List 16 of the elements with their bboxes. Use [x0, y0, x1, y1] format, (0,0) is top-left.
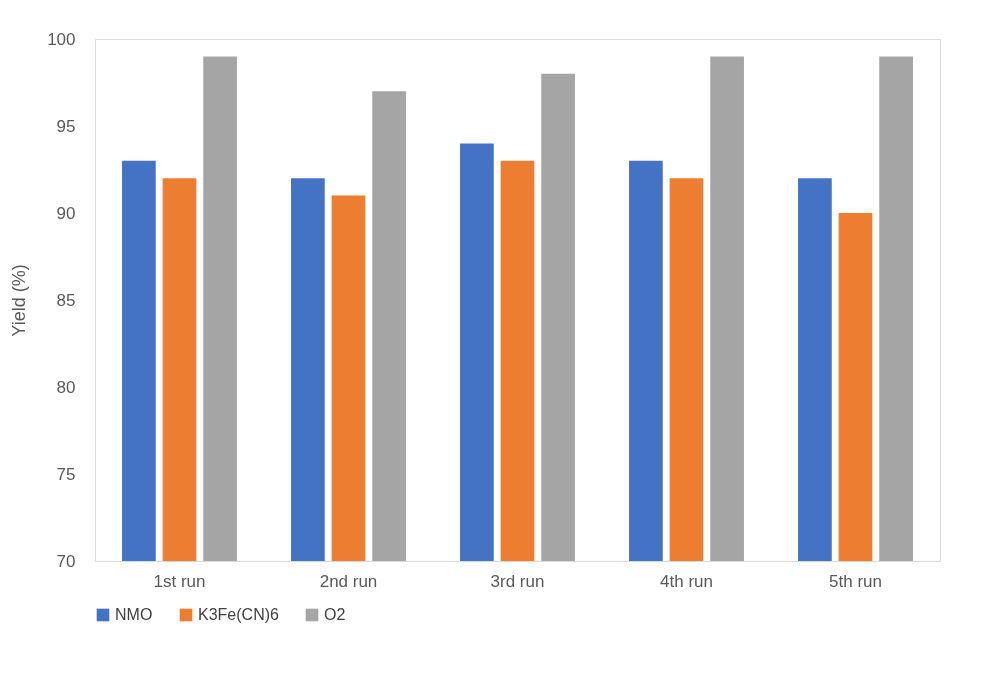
x-tick-label: 5th run: [829, 571, 882, 591]
y-axis-title: Yield (%): [9, 264, 30, 337]
y-tick-label: 85: [56, 290, 76, 310]
x-tick-label: 2nd run: [319, 571, 378, 591]
legend-label: O2: [324, 606, 346, 623]
x-tick-label: 3rd run: [490, 571, 545, 591]
x-tick-label: 1st run: [153, 571, 206, 591]
y-tick-label: 95: [56, 116, 76, 136]
x-tick-label: 4th run: [660, 571, 713, 591]
legend-label: K3Fe(CN)6: [198, 606, 280, 623]
y-tick-label: 80: [56, 377, 76, 397]
y-tick-label: 75: [56, 464, 76, 484]
y-tick-label: 100: [47, 29, 76, 49]
legend-label: NMO: [115, 606, 153, 623]
y-tick-label: 70: [56, 551, 76, 571]
y-tick-label: 90: [56, 203, 76, 223]
